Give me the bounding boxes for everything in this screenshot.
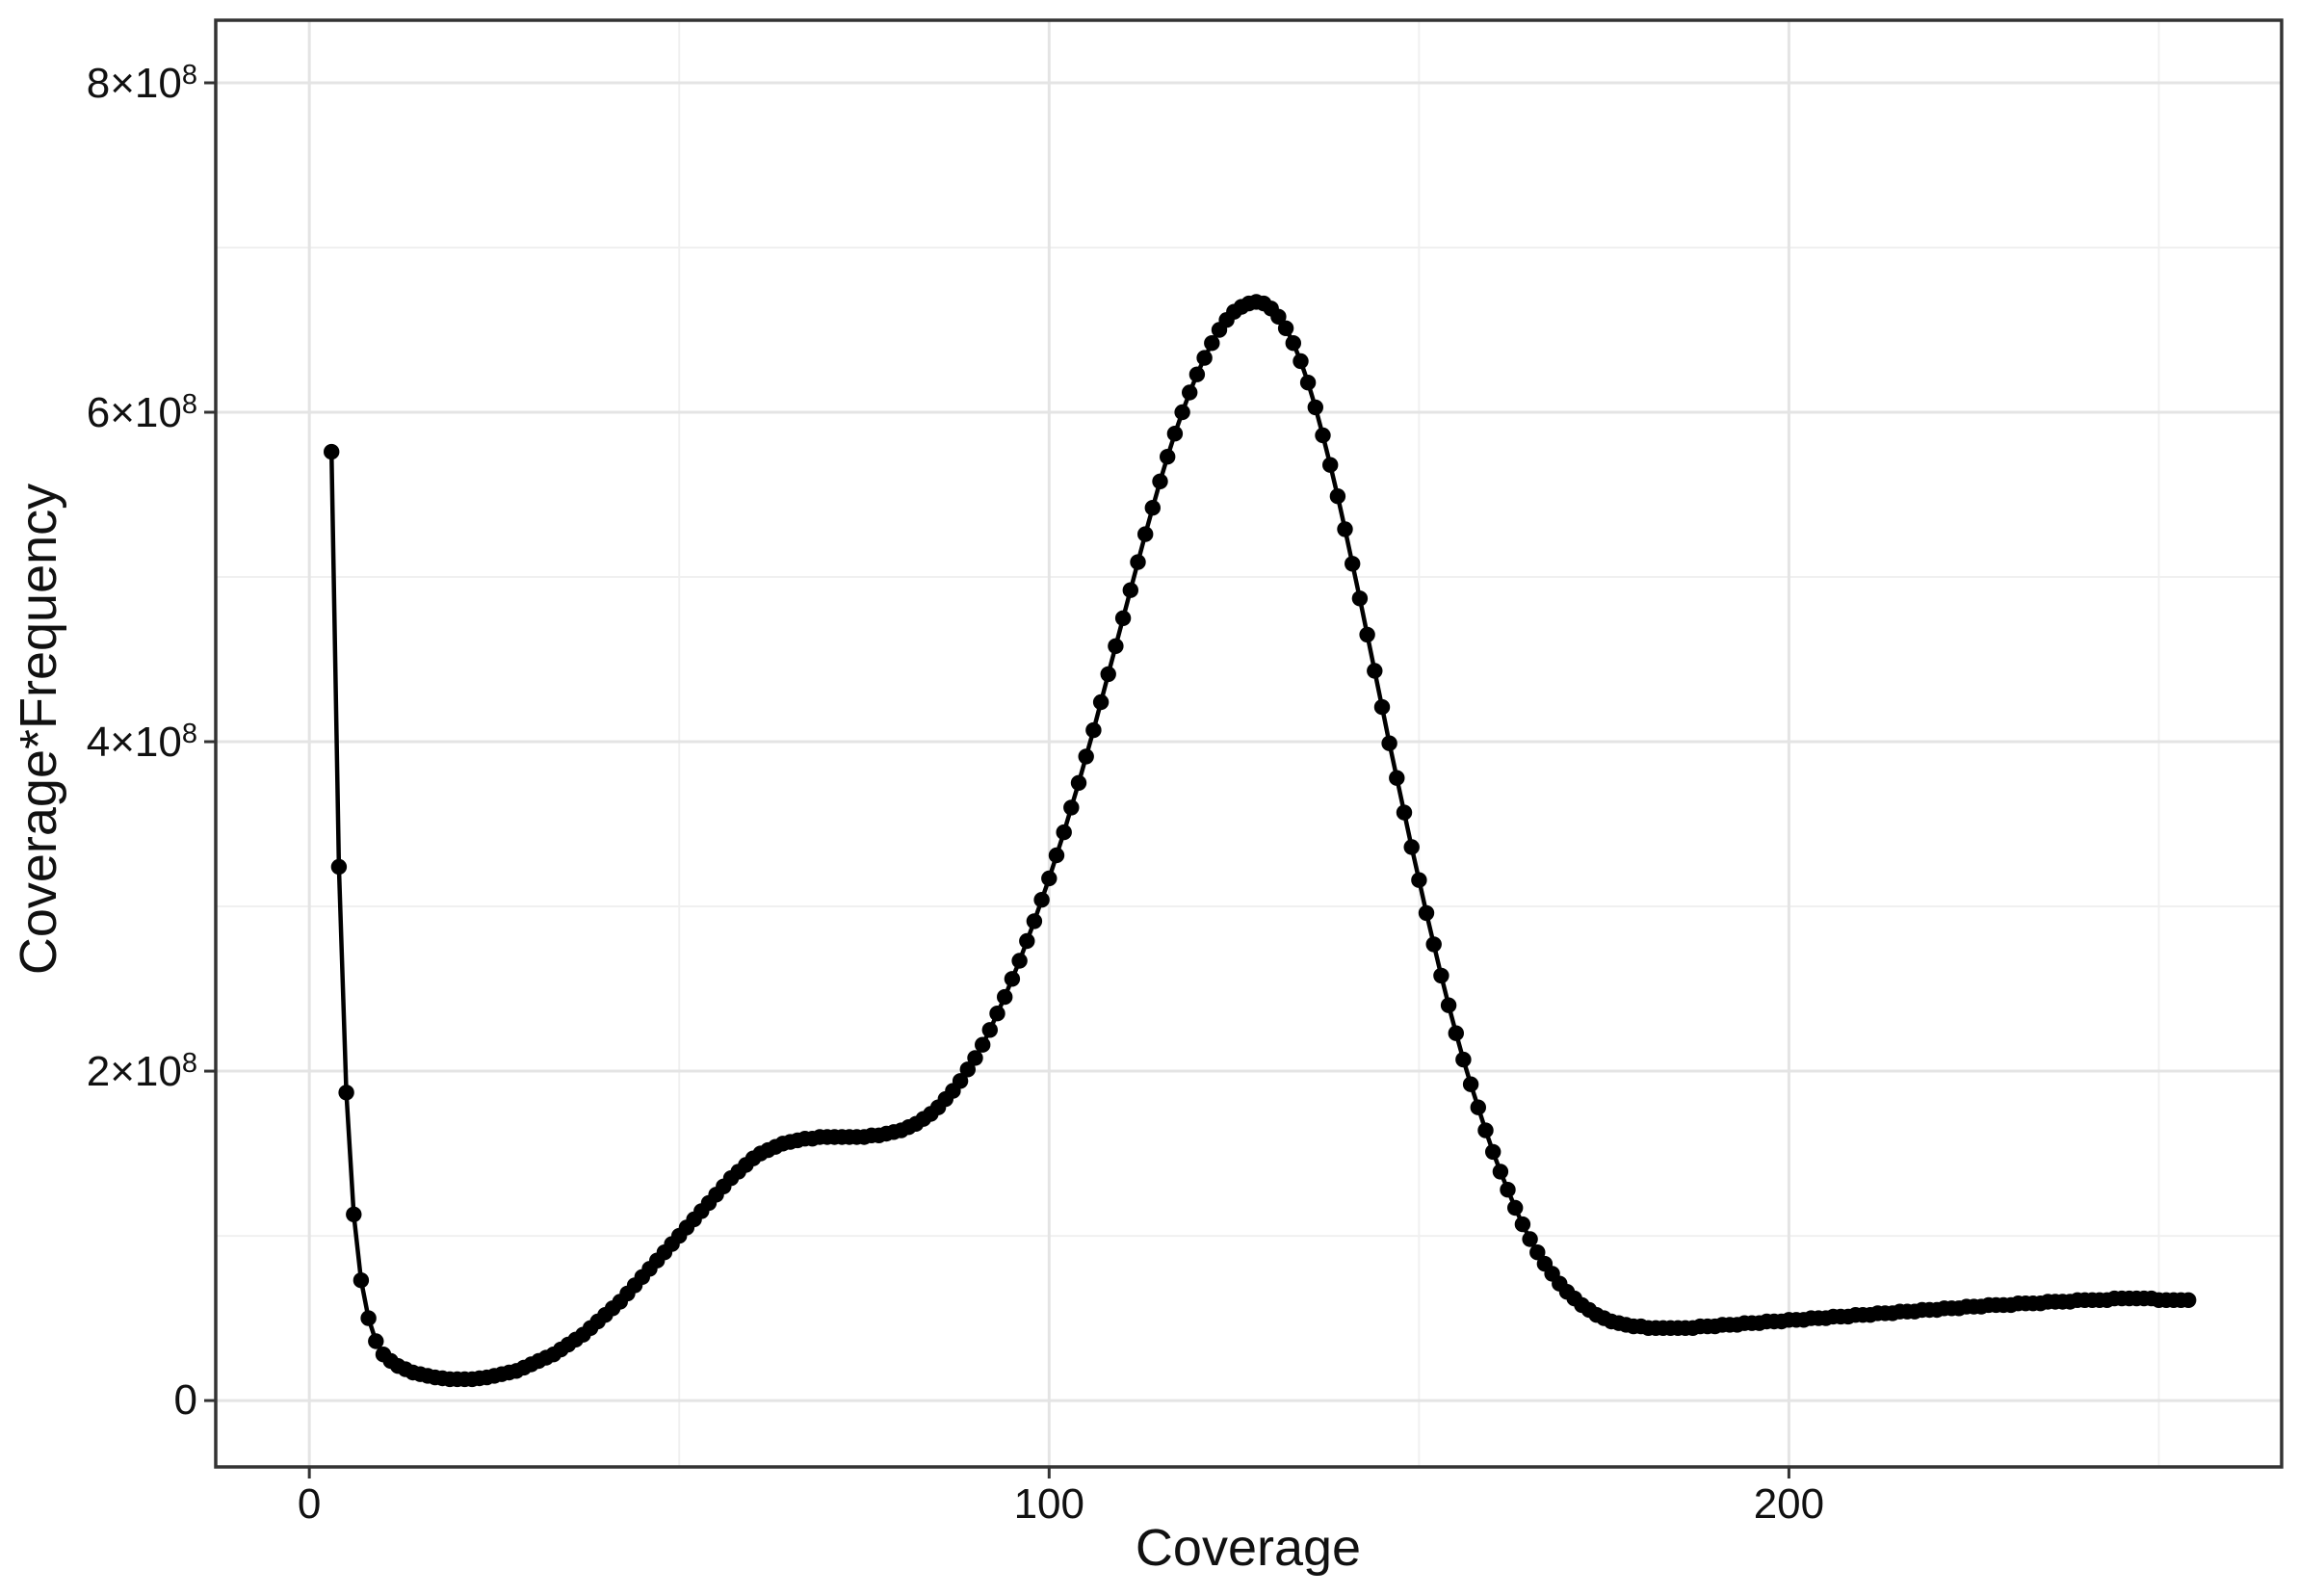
y-axis-title: Coverage*Frequency	[10, 483, 67, 976]
x-axis-title: Coverage	[1135, 1519, 1362, 1577]
x-tick-label: 200	[1753, 1480, 1825, 1528]
y-tick-label: 4×108	[86, 719, 197, 767]
axis-tick-marks	[204, 81, 1790, 1478]
panel-background	[216, 20, 2282, 1467]
major-gridlines	[216, 20, 2282, 1467]
data-points	[324, 294, 2197, 1388]
y-tick-label: 0	[173, 1376, 197, 1425]
y-tick-label: 8×108	[86, 59, 197, 107]
panel-border	[214, 18, 2284, 1469]
y-tick-label: 6×108	[86, 389, 197, 436]
y-tick-label: 2×108	[86, 1048, 197, 1096]
minor-gridlines	[216, 20, 2282, 1467]
x-tick-label: 100	[1013, 1480, 1084, 1528]
x-tick-label: 0	[297, 1480, 322, 1528]
